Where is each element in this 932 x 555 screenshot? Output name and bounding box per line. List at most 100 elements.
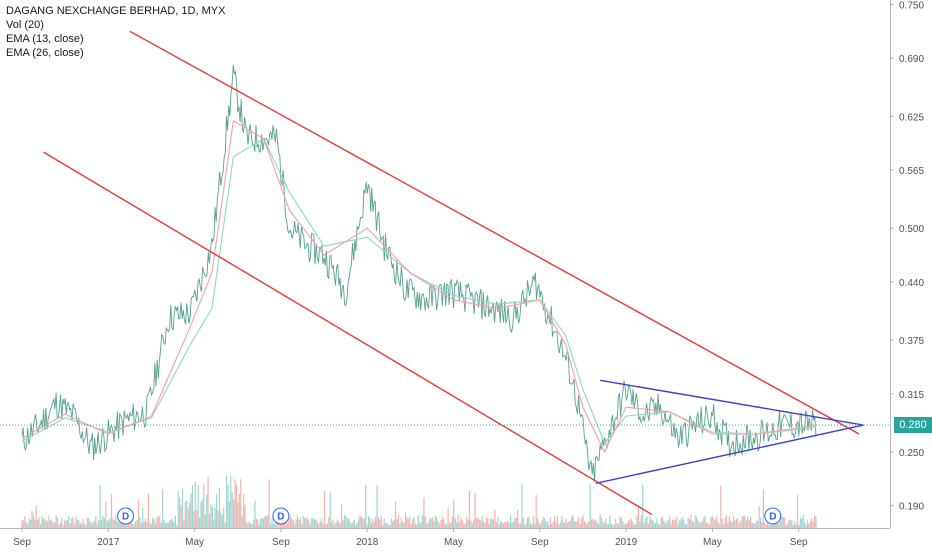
volume-bar	[688, 519, 691, 528]
volume-bar	[494, 510, 496, 528]
volume-bar	[502, 523, 505, 528]
volume-bar	[806, 520, 809, 528]
volume-bar	[578, 516, 580, 528]
volume-bar	[363, 518, 365, 528]
volume-bar	[305, 517, 307, 528]
volume-bar	[649, 516, 651, 528]
legend-ema-slow[interactable]: EMA (26, close)	[6, 47, 84, 59]
volume-bar	[599, 514, 601, 528]
volume-bar	[160, 522, 162, 528]
volume-bar	[458, 521, 461, 528]
volume-bar	[582, 515, 584, 528]
volume-bar	[725, 515, 728, 528]
volume-bar	[752, 522, 755, 528]
y-tick-label: 0.625	[899, 112, 924, 123]
volume-bar	[76, 520, 78, 528]
volume-bar	[558, 524, 560, 528]
volume-bar	[156, 517, 158, 528]
volume-bar	[143, 521, 145, 528]
volume-bar	[285, 522, 287, 528]
volume-bar	[377, 516, 380, 528]
volume-bar	[581, 517, 583, 528]
volume-bar	[248, 521, 250, 528]
volume-bar	[588, 521, 590, 528]
volume-bar	[302, 515, 304, 528]
volume-bar	[501, 521, 503, 528]
volume-bar	[708, 524, 711, 528]
volume-bar	[150, 523, 152, 528]
volume-bar	[113, 519, 115, 528]
volume-bar	[812, 521, 814, 528]
triangle-upper-line	[600, 379, 864, 426]
volume-bar	[575, 521, 577, 528]
volume-bar	[561, 515, 563, 528]
volume-bar	[579, 523, 581, 528]
volume-bar	[90, 524, 93, 528]
volume-bar	[531, 524, 533, 528]
volume-bar	[394, 501, 397, 528]
ema-fast-line	[21, 119, 817, 454]
volume-bar	[225, 475, 228, 528]
volume-bar	[732, 516, 735, 528]
volume-bar	[99, 484, 101, 528]
volume-bar	[174, 515, 176, 528]
volume-bar	[768, 524, 770, 528]
volume-bar	[769, 524, 772, 528]
volume-bar	[654, 523, 657, 528]
volume-bar	[511, 522, 513, 528]
symbol-title: DAGANG NEXCHANGE BERHAD, 1D, MYX	[6, 5, 226, 17]
volume-bar	[475, 517, 478, 528]
volume-bar	[615, 518, 617, 528]
volume-bar	[315, 519, 317, 528]
volume-bar	[427, 522, 429, 528]
volume-bar	[674, 520, 676, 528]
volume-bar	[444, 523, 446, 528]
volume-bar	[490, 518, 492, 528]
volume-bar	[35, 505, 37, 528]
volume-bar	[545, 521, 547, 528]
volume-bar	[207, 476, 209, 528]
volume-bar	[488, 523, 490, 528]
volume-bar	[791, 519, 793, 528]
volume-bar	[619, 516, 621, 528]
volume-bar	[137, 500, 140, 528]
volume-bar	[495, 522, 497, 528]
volume-bar	[524, 524, 526, 528]
volume-bar	[666, 521, 668, 528]
volume-bar	[815, 516, 817, 528]
volume-bar	[196, 509, 198, 528]
volume-bar	[572, 515, 574, 528]
volume-bar	[278, 523, 280, 528]
volume-bar	[32, 515, 34, 528]
price-series	[21, 64, 817, 482]
volume-bar	[350, 523, 353, 528]
plot-background	[0, 0, 890, 528]
volume-bar	[566, 522, 569, 528]
volume-bar	[49, 520, 52, 528]
volume-bar	[745, 520, 747, 528]
volume-bar	[179, 497, 181, 528]
volume-bar	[750, 516, 752, 528]
volume-bar	[747, 516, 749, 528]
volume-bar	[339, 523, 341, 528]
volume-bar	[498, 524, 500, 528]
volume-bar	[387, 524, 390, 528]
last-price-badge: 0.280	[894, 417, 932, 434]
volume-bar	[181, 488, 184, 528]
volume-bar	[772, 524, 774, 528]
legend-ema-fast[interactable]: EMA (13, close)	[6, 33, 84, 45]
volume-bar	[474, 492, 476, 528]
volume-bar	[126, 521, 128, 528]
legend-volume[interactable]: Vol (20)	[6, 19, 44, 31]
volume-bar	[51, 520, 53, 528]
volume-bar	[254, 500, 256, 528]
volume-bar	[369, 517, 371, 528]
volume-bar	[538, 521, 540, 528]
volume-bar	[117, 522, 120, 528]
volume-bar	[265, 516, 267, 528]
volume-bar	[268, 479, 270, 528]
volume-bar	[82, 518, 84, 528]
volume-bar	[392, 521, 394, 528]
